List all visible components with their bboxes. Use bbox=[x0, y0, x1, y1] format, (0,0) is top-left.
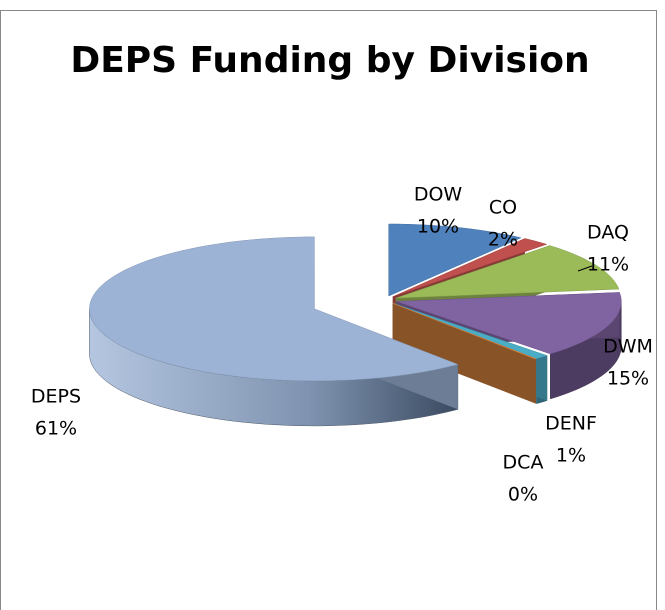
slice-value-label: 1% bbox=[556, 445, 586, 467]
leader-line bbox=[577, 265, 593, 272]
pie bbox=[89, 223, 622, 427]
slice bbox=[89, 236, 459, 382]
slice-label: DWM bbox=[603, 336, 653, 358]
slice bbox=[395, 245, 620, 299]
slice-label: DENF bbox=[545, 413, 597, 435]
slice-value-label: 0% bbox=[508, 484, 538, 506]
slice bbox=[396, 292, 622, 355]
slice-face bbox=[392, 303, 537, 404]
slice-label: DOW bbox=[414, 184, 463, 206]
slice-value-label: 2% bbox=[488, 229, 518, 251]
slice-value-label: 15% bbox=[607, 368, 649, 390]
slice bbox=[392, 238, 548, 298]
slice bbox=[392, 303, 537, 360]
slice-label: DAQ bbox=[587, 222, 629, 244]
chart-title: DEPS Funding by Division bbox=[70, 40, 589, 81]
slice-value-label: 10% bbox=[417, 216, 459, 238]
slice-value-label: 61% bbox=[35, 418, 77, 440]
slice-label: DCA bbox=[503, 452, 544, 474]
slice-label: CO bbox=[489, 197, 517, 219]
slice bbox=[388, 223, 522, 297]
slice-value-label: 11% bbox=[587, 254, 629, 276]
slice-label: DEPS bbox=[31, 386, 81, 408]
